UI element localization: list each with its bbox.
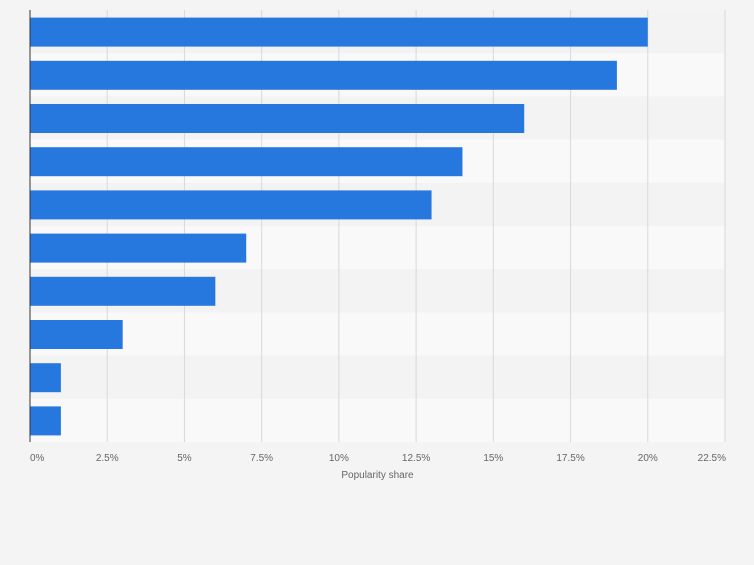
row-band xyxy=(30,355,725,399)
x-tick-labels: 0% 2.5% 5% 7.5% 10% 12.5% 15% 17.5% 20% 22.5% xyxy=(30,453,726,464)
x-tick-label: 12.5% xyxy=(402,453,430,464)
x-axis-label: Popularity share xyxy=(341,470,414,481)
bar[interactable] xyxy=(30,406,61,436)
x-tick-label: 0% xyxy=(30,453,45,464)
x-tick-label: 5% xyxy=(177,453,192,464)
bar[interactable] xyxy=(30,17,648,47)
bar-series xyxy=(30,17,648,436)
bar[interactable] xyxy=(30,190,432,220)
x-tick-label: 17.5% xyxy=(556,453,584,464)
x-tick-label: 10% xyxy=(329,453,349,464)
x-tick-label: 20% xyxy=(638,453,658,464)
bar[interactable] xyxy=(30,363,61,393)
x-tick-label: 7.5% xyxy=(250,453,273,464)
x-tick-label: 22.5% xyxy=(698,453,726,464)
bar[interactable] xyxy=(30,320,123,349)
x-tick-label: 15% xyxy=(483,453,503,464)
bar[interactable] xyxy=(30,104,525,133)
bar[interactable] xyxy=(30,276,216,306)
bar[interactable] xyxy=(30,60,617,90)
x-tick-label: 2.5% xyxy=(96,453,119,464)
row-band xyxy=(30,398,725,442)
row-band xyxy=(30,312,725,356)
bar[interactable] xyxy=(30,233,247,263)
bar[interactable] xyxy=(30,147,463,177)
